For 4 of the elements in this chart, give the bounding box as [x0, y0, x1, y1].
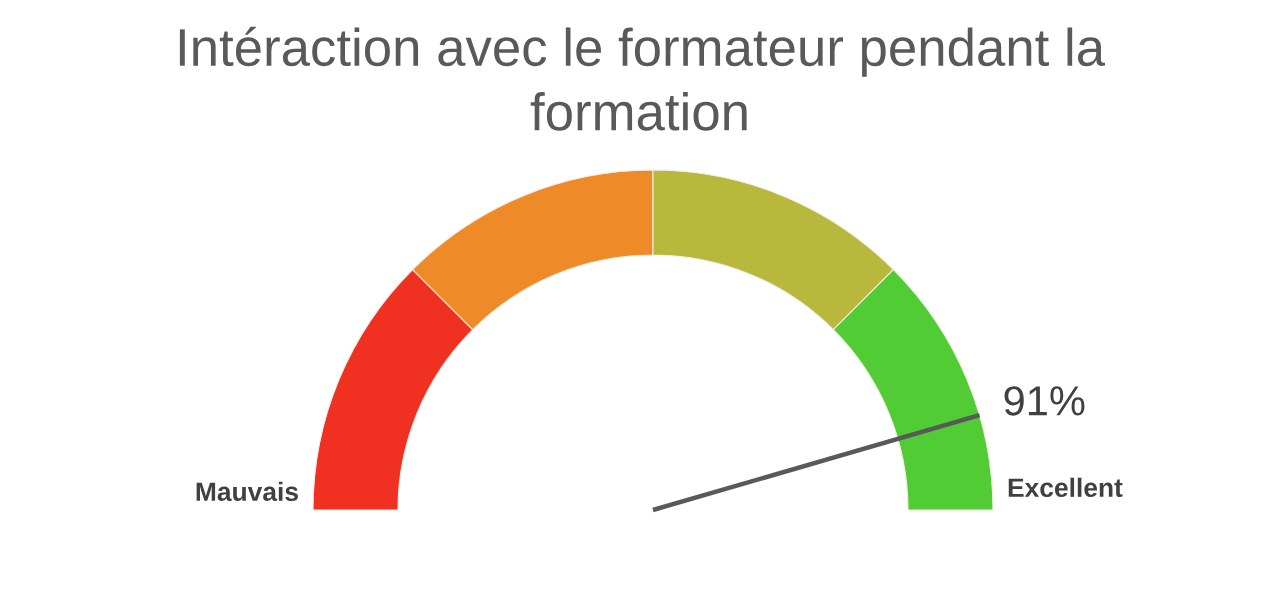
slice-label: Excellent	[1008, 477, 1123, 498]
chart-title: Intéraction avec le formateur pendant la formation	[179, 26, 1106, 131]
text: 91%	[1004, 386, 1085, 416]
slice-label: Mauvais	[196, 481, 298, 502]
